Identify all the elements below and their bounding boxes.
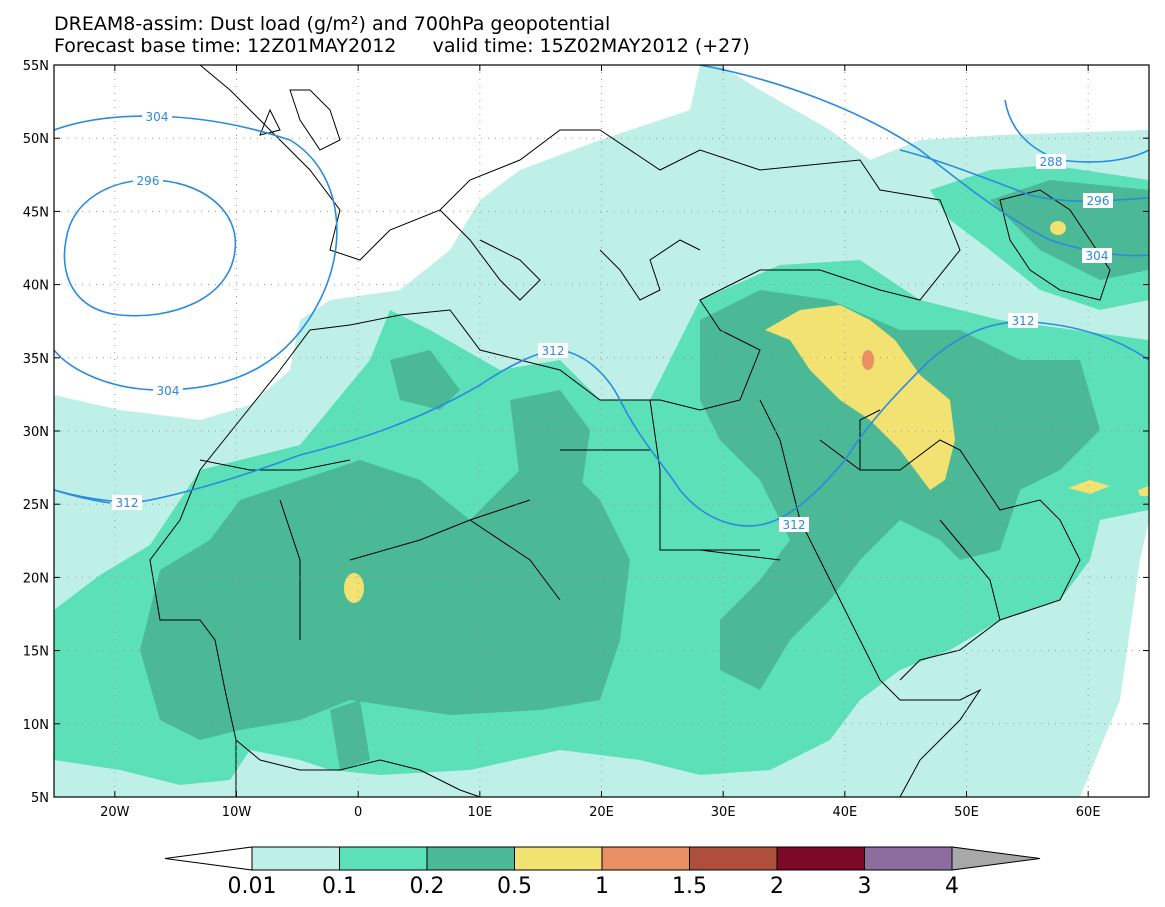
contour-label: 296 bbox=[1083, 193, 1113, 208]
lat-tick-label: 45N bbox=[23, 205, 49, 220]
lon-tick-label: 10W bbox=[222, 805, 252, 820]
contour-label-text: 304 bbox=[1086, 249, 1109, 263]
lat-tick-label: 40N bbox=[23, 279, 49, 294]
colorbar: 0.01 0.1 0.2 0.5 1 1.5 2 3 4 bbox=[164, 846, 1041, 899]
dust-field-0.2 bbox=[700, 290, 1100, 690]
contour-label: 304 bbox=[153, 383, 183, 398]
coastline-italy bbox=[439, 209, 541, 301]
dust-field-0.2 bbox=[390, 350, 460, 410]
coastlines bbox=[149, 65, 1111, 797]
lon-tick-label: 30E bbox=[711, 805, 736, 820]
coastline-arabia bbox=[819, 439, 1081, 681]
contour-label: 312 bbox=[779, 517, 809, 532]
lat-tick-label: 55N bbox=[23, 59, 49, 74]
dust-field-1 bbox=[862, 350, 874, 370]
lon-tick-label: 20W bbox=[100, 805, 130, 820]
contour-label-text: 312 bbox=[783, 518, 806, 532]
contour-label-text: 296 bbox=[1087, 194, 1110, 208]
contour-304-west bbox=[54, 115, 338, 391]
colorbar-label: 0.01 bbox=[228, 874, 277, 899]
lat-tick-label: 50N bbox=[23, 132, 49, 147]
lon-tick-label: 20E bbox=[589, 805, 614, 820]
colorbar-min-arrow bbox=[164, 846, 253, 871]
contour-label-text: 288 bbox=[1040, 155, 1063, 169]
map-title: DREAM8-assim: Dust load (g/m²) and 700hP… bbox=[54, 13, 611, 35]
colorbar-swatch bbox=[601, 846, 690, 871]
colorbar-label: 1 bbox=[595, 874, 609, 899]
colorbar-swatch bbox=[776, 846, 865, 871]
base-time: Forecast base time: 12Z01MAY2012 bbox=[54, 35, 397, 57]
lon-tick-label: 10E bbox=[467, 805, 492, 820]
country-borders bbox=[199, 399, 1001, 640]
contour-labels: 304 296 304 312 312 312 288 296 304 312 bbox=[112, 109, 1113, 532]
colorbar-label: 0.5 bbox=[497, 874, 532, 899]
dust-field-0.5 bbox=[1050, 221, 1066, 235]
colorbar-label: 0.1 bbox=[322, 874, 357, 899]
colorbar-swatch bbox=[689, 846, 778, 871]
lat-tick-label: 5N bbox=[31, 791, 49, 806]
contour-label: 304 bbox=[142, 109, 172, 124]
coastline-west-africa-gulf bbox=[235, 739, 481, 797]
colorbar-swatch bbox=[514, 846, 603, 871]
contour-label-text: 304 bbox=[146, 110, 169, 124]
contour-label-text: 296 bbox=[137, 174, 160, 188]
contour-312-main bbox=[54, 321, 1149, 527]
contour-label-text: 304 bbox=[157, 384, 180, 398]
contour-label: 312 bbox=[112, 495, 142, 510]
dust-field-0.5 bbox=[765, 305, 955, 490]
colorbar-swatch bbox=[864, 846, 953, 871]
dust-field-0.2 bbox=[510, 390, 590, 520]
graticule bbox=[54, 65, 1149, 797]
contour-296-west bbox=[63, 179, 237, 317]
dust-fields bbox=[54, 65, 1149, 797]
colorbar-label: 3 bbox=[858, 874, 872, 899]
valid-time: valid time: 15Z02MAY2012 (+27) bbox=[432, 35, 750, 57]
axis-ticks bbox=[54, 64, 1149, 798]
lat-tick-label: 10N bbox=[23, 718, 49, 733]
lat-tick-label: 25N bbox=[23, 498, 49, 513]
contour-label-text: 312 bbox=[542, 344, 565, 358]
colorbar-swatch bbox=[339, 846, 428, 871]
coastline-africa-east bbox=[759, 399, 982, 797]
lon-tick-label: 50E bbox=[954, 805, 979, 820]
dust-field-0.2 bbox=[140, 460, 630, 740]
lon-tick-label: 40E bbox=[832, 805, 857, 820]
colorbar-label: 4 bbox=[945, 874, 959, 899]
contour-label: 312 bbox=[538, 343, 568, 358]
lat-tick-label: 30N bbox=[23, 425, 49, 440]
colorbar-swatch bbox=[426, 846, 515, 871]
contour-312-sw bbox=[54, 489, 111, 504]
contour-label: 296 bbox=[133, 173, 163, 188]
contour-label: 304 bbox=[1082, 248, 1112, 263]
lat-tick-label: 15N bbox=[23, 645, 49, 660]
time-info: Forecast base time: 12Z01MAY2012 valid t… bbox=[54, 36, 750, 56]
colorbar-label: 0.2 bbox=[410, 874, 445, 899]
colorbar-swatch bbox=[251, 846, 340, 871]
colorbar-label: 2 bbox=[770, 874, 784, 899]
coastline-uk bbox=[259, 89, 341, 151]
dust-field-0.5 bbox=[344, 573, 364, 603]
lat-tick-label: 20N bbox=[23, 571, 49, 586]
axis-labels: 20W 10W 0 10E 20E 30E 40E 50E 60E 5N 10N 15N 20N 25N 3… bbox=[23, 59, 1101, 820]
lat-tick-label: 35N bbox=[23, 352, 49, 367]
lon-tick-label: 0 bbox=[354, 805, 362, 820]
contour-label-text: 312 bbox=[1012, 314, 1035, 328]
colorbar-label: 1.5 bbox=[672, 874, 707, 899]
colorbar-max-arrow bbox=[951, 846, 1041, 871]
contour-label-text: 312 bbox=[116, 496, 139, 510]
contour-label: 312 bbox=[1008, 313, 1038, 328]
coastline-greece bbox=[599, 239, 701, 301]
map-plot-area bbox=[54, 65, 1149, 797]
contour-label: 288 bbox=[1036, 154, 1066, 169]
dust-field-0.2 bbox=[330, 700, 370, 770]
coastline-europe bbox=[149, 65, 961, 797]
lon-tick-label: 60E bbox=[1076, 805, 1101, 820]
